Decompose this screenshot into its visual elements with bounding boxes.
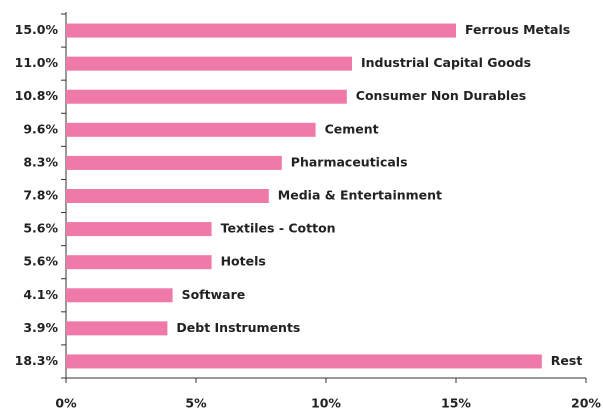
category-label: Industrial Capital Goods xyxy=(361,55,531,70)
value-label: 5.6% xyxy=(23,221,58,236)
x-tick-label: 5% xyxy=(185,396,207,411)
category-label: Consumer Non Durables xyxy=(356,88,526,103)
bar xyxy=(66,56,352,71)
x-tick-label: 10% xyxy=(311,396,341,411)
value-label: 15.0% xyxy=(15,22,59,37)
category-label: Cement xyxy=(325,121,379,136)
value-label: 9.6% xyxy=(23,121,58,136)
category-label: Debt Instruments xyxy=(176,320,300,335)
value-label: 10.8% xyxy=(15,88,59,103)
value-label: 8.3% xyxy=(23,154,58,169)
bar xyxy=(66,222,212,237)
x-tick-label: 15% xyxy=(441,396,471,411)
bar xyxy=(66,321,168,336)
x-tick-label: 0% xyxy=(55,396,77,411)
category-label: Software xyxy=(182,287,246,302)
category-label: Rest xyxy=(551,353,583,368)
category-label: Textiles - Cotton xyxy=(221,221,336,236)
category-label: Hotels xyxy=(221,254,266,269)
category-label: Pharmaceuticals xyxy=(291,154,408,169)
bar xyxy=(66,255,212,270)
value-label: 5.6% xyxy=(23,254,58,269)
value-label: 7.8% xyxy=(23,188,58,203)
category-label: Ferrous Metals xyxy=(465,22,570,37)
value-label: 11.0% xyxy=(15,55,59,70)
value-label: 18.3% xyxy=(15,353,59,368)
bar xyxy=(66,23,456,38)
bar xyxy=(66,288,173,303)
value-label: 3.9% xyxy=(23,320,58,335)
bar xyxy=(66,189,269,203)
bar xyxy=(66,89,347,104)
bar xyxy=(66,354,542,369)
category-label: Media & Entertainment xyxy=(278,188,442,203)
bar xyxy=(66,122,316,137)
bar xyxy=(66,155,282,170)
value-label: 4.1% xyxy=(23,287,58,302)
x-tick-label: 20% xyxy=(571,396,601,411)
